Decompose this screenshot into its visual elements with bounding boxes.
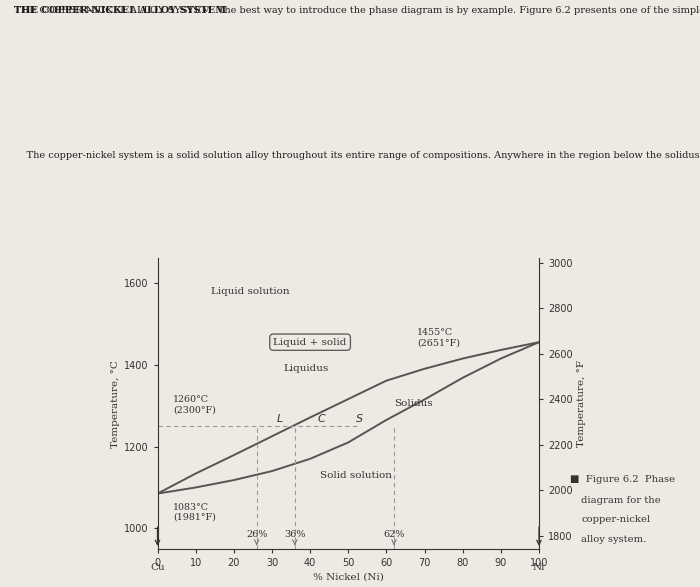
Text: Solidus: Solidus [394,399,433,408]
Text: THE COPPER-NICKEL ALLOY SYSTEM  The best way to introduce the phase diagram is b: THE COPPER-NICKEL ALLOY SYSTEM The best … [14,6,700,15]
Text: THE COPPER-NICKEL ALLOY SYSTEM: THE COPPER-NICKEL ALLOY SYSTEM [14,6,226,15]
Text: 1455°C
(2651°F): 1455°C (2651°F) [417,328,460,347]
Text: alloy system.: alloy system. [581,535,646,544]
Text: Liquid + solid: Liquid + solid [274,338,346,347]
Text: 62%: 62% [384,529,405,544]
Y-axis label: Temperature, °F: Temperature, °F [577,360,586,447]
Text: Liquid solution: Liquid solution [211,286,290,295]
Text: Ni: Ni [533,563,545,572]
Text: S: S [356,414,363,424]
Text: 26%: 26% [246,529,267,544]
Text: ■  Figure 6.2  Phase: ■ Figure 6.2 Phase [570,475,676,484]
Text: diagram for the: diagram for the [581,496,661,505]
Text: 36%: 36% [284,529,306,544]
Text: C: C [318,414,326,424]
Text: 1083°C
(1981°F): 1083°C (1981°F) [173,502,216,522]
Text: Cu: Cu [150,563,164,572]
Text: The copper-nickel system is a solid solution alloy throughout its entire range o: The copper-nickel system is a solid solu… [14,151,700,160]
Text: 1260°C
(2300°F): 1260°C (2300°F) [173,395,216,414]
Text: Liquidus: Liquidus [284,365,328,373]
Y-axis label: Temperature, °C: Temperature, °C [111,360,120,447]
X-axis label: % Nickel (Ni): % Nickel (Ni) [313,572,384,581]
Text: L: L [276,414,283,424]
Text: copper-nickel: copper-nickel [581,515,650,524]
Text: Solid solution: Solid solution [320,471,392,480]
